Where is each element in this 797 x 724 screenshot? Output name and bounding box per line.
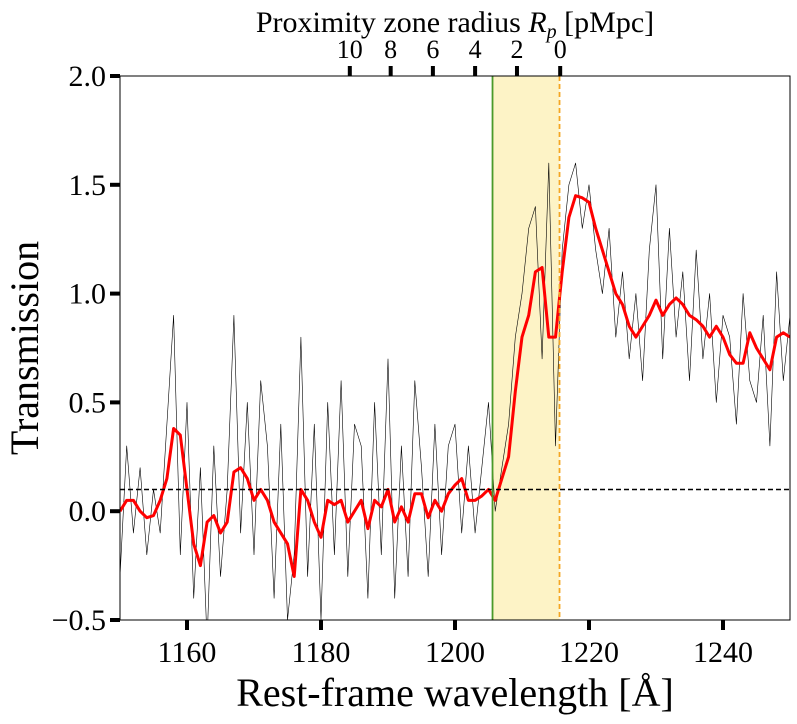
x2-tick-label: 0 [554, 35, 567, 64]
x2-label-unit: [pMpc] [564, 6, 654, 39]
x2-tick-label: 2 [510, 35, 523, 64]
y-tick-label: −0.5 [52, 604, 106, 637]
x2-tick-label: 4 [469, 35, 482, 64]
x2-axis-label: Proximity zone radius Rp [pMpc] [256, 6, 654, 45]
y-tick-label: 0.5 [69, 386, 107, 419]
plot-area [120, 76, 790, 620]
x2-tick-label: 6 [426, 35, 439, 64]
x-tick-label: 1200 [425, 636, 485, 669]
x-axis-label: Rest-frame wavelength [Å] [236, 670, 674, 715]
y-axis-label: Transmission [2, 241, 47, 455]
x-tick-label: 1180 [292, 636, 351, 669]
x2-label-symbol: R [527, 6, 546, 39]
series-line [120, 194, 790, 578]
plot-frame [119, 75, 791, 621]
series-line [120, 162, 790, 620]
y-tick-label: 1.0 [69, 278, 107, 311]
y-tick-label: 1.5 [69, 169, 107, 202]
x2-tick-label: 10 [337, 35, 363, 64]
x2-tick-label: 8 [384, 35, 397, 64]
y-tick-label: 2.0 [69, 60, 107, 93]
x-tick-label: 1220 [559, 636, 619, 669]
highlight-span [492, 76, 560, 620]
y-tick-label: 0.0 [69, 495, 107, 528]
x-tick-label: 1160 [158, 636, 217, 669]
x2-label-subscript: p [545, 21, 557, 43]
x-tick-label: 1240 [693, 636, 753, 669]
x2-label-text: Proximity zone radius [256, 6, 521, 39]
